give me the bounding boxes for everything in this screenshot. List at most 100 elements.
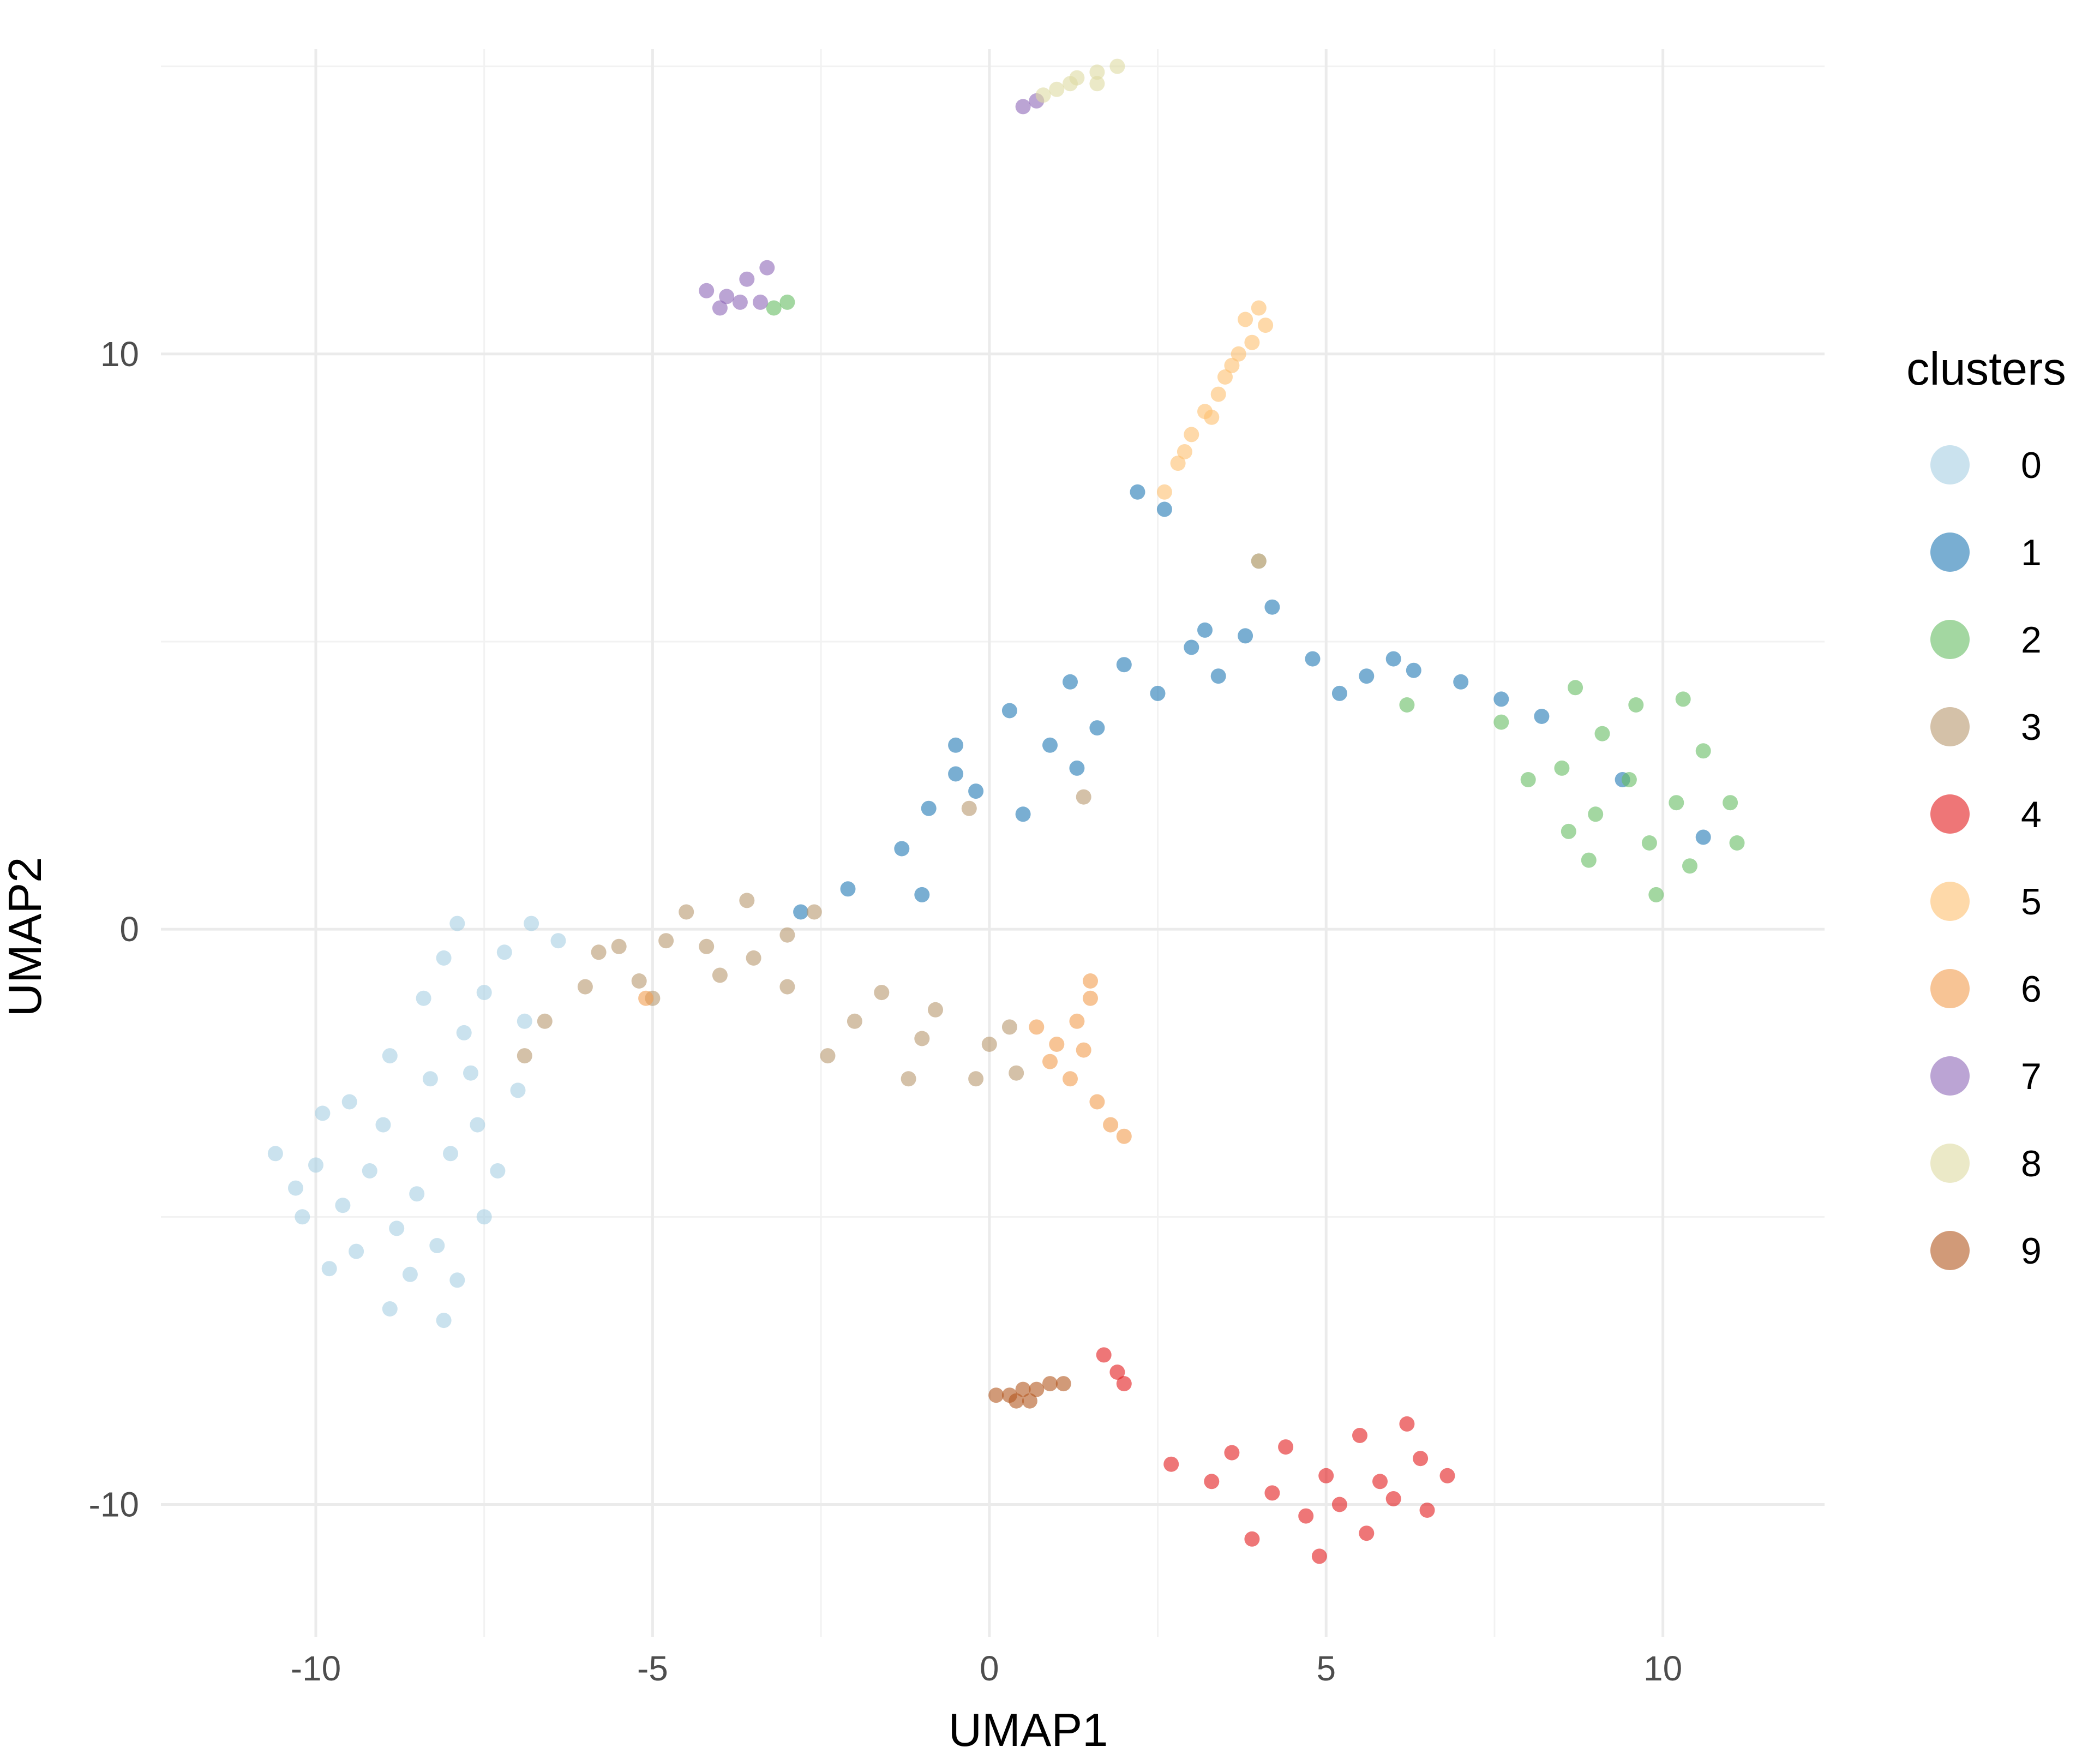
cluster-point [1156, 484, 1172, 500]
cluster-point [1359, 668, 1375, 684]
cluster-point [1311, 1548, 1327, 1564]
cluster-point [1729, 835, 1745, 851]
cluster-point [961, 800, 977, 816]
cluster-point [1588, 806, 1604, 822]
cluster-point [779, 979, 795, 995]
cluster-point [510, 1082, 526, 1098]
x-axis-title: UMAP1 [949, 1704, 1108, 1756]
cluster-point [719, 289, 735, 304]
cluster-point [470, 1117, 485, 1133]
cluster-point [874, 985, 890, 1001]
cluster-point [1042, 737, 1058, 753]
cluster-point [1669, 795, 1684, 811]
cluster-point [524, 916, 539, 931]
cluster-point [1278, 1439, 1294, 1455]
cluster-point [1331, 1497, 1347, 1512]
cluster-point [1224, 357, 1240, 373]
cluster-point [988, 1387, 1004, 1403]
cluster-point [1581, 852, 1597, 868]
cluster-point [537, 1013, 553, 1029]
cluster-point [1184, 639, 1199, 655]
cluster-point [699, 938, 715, 954]
cluster-point [295, 1209, 310, 1225]
cluster-point [1628, 697, 1644, 713]
x-tick-label: 5 [1316, 1649, 1336, 1688]
cluster-point [1385, 651, 1401, 667]
cluster-point [490, 1163, 506, 1178]
cluster-point [1001, 1019, 1017, 1035]
cluster-2-points [766, 294, 1745, 902]
cluster-point [1238, 628, 1253, 644]
cluster-point [1682, 858, 1697, 874]
scatter-points [267, 58, 1745, 1564]
cluster-point [1648, 887, 1664, 902]
cluster-point [1695, 743, 1711, 759]
y-tick-label: 10 [100, 334, 139, 374]
cluster-point [739, 271, 755, 287]
cluster-point [779, 294, 795, 310]
cluster-point [1204, 1474, 1220, 1489]
cluster-point [1385, 1491, 1401, 1506]
cluster-point [1244, 1531, 1260, 1547]
cluster-5-points [1156, 300, 1274, 569]
cluster-point [1238, 312, 1253, 327]
cluster-point [375, 1117, 391, 1133]
cluster-point [779, 927, 795, 943]
cluster-point [712, 300, 728, 316]
cluster-point [1042, 1054, 1058, 1069]
minor-gridlines [161, 49, 1825, 1637]
legend-entry: 2 [1930, 619, 2042, 661]
cluster-point [1419, 1503, 1435, 1518]
cluster-point [1116, 1376, 1132, 1392]
y-tick-labels: -10 0 10 [89, 334, 140, 1524]
cluster-point [914, 1031, 930, 1046]
cluster-point [1096, 1347, 1112, 1363]
legend-label: 3 [2021, 707, 2042, 748]
cluster-point [1554, 760, 1570, 776]
legend-entry: 5 [1930, 881, 2042, 923]
cluster-point [1359, 1525, 1375, 1541]
legend-label: 7 [2021, 1056, 2042, 1097]
cluster-point [1264, 1485, 1280, 1501]
cluster-point [1453, 674, 1469, 690]
cluster-point [1675, 691, 1691, 707]
cluster-point [1197, 622, 1213, 638]
cluster-point [1298, 1508, 1314, 1524]
cluster-point [1015, 806, 1031, 822]
cluster-point [901, 1071, 916, 1087]
legend-entry: 8 [1930, 1143, 2042, 1184]
cluster-point [1076, 789, 1091, 805]
legend-entry: 4 [1930, 794, 2042, 835]
cluster-point [1493, 714, 1509, 730]
cluster-point [1063, 76, 1078, 92]
cluster-point [591, 944, 607, 960]
cluster-point [806, 904, 822, 920]
cluster-point [1029, 1019, 1045, 1035]
y-tick-label: -10 [89, 1485, 140, 1524]
cluster-point [611, 938, 627, 954]
cluster-point [422, 1071, 438, 1087]
cluster-3-points [517, 789, 1091, 1087]
cluster-point [712, 967, 728, 983]
cluster-point [1210, 668, 1226, 684]
cluster-point [1009, 1393, 1024, 1409]
cluster-point [1184, 427, 1199, 442]
cluster-point [631, 973, 647, 989]
cluster-0-points [267, 916, 566, 1329]
cluster-point [766, 300, 782, 316]
legend-label: 2 [2021, 619, 2042, 661]
cluster-point [476, 985, 492, 1001]
cluster-point [382, 1301, 398, 1317]
cluster-point [1251, 553, 1267, 569]
cluster-point [1089, 76, 1105, 92]
cluster-point [1109, 58, 1125, 74]
cluster-point [1109, 1365, 1125, 1380]
cluster-point [577, 979, 593, 995]
cluster-point [914, 887, 930, 902]
cluster-point [349, 1243, 364, 1259]
legend-entry: 1 [1930, 532, 2042, 573]
cluster-point [1116, 1128, 1132, 1144]
cluster-point [948, 737, 964, 753]
legend-key [1930, 707, 1970, 746]
x-tick-label: 0 [980, 1649, 999, 1688]
